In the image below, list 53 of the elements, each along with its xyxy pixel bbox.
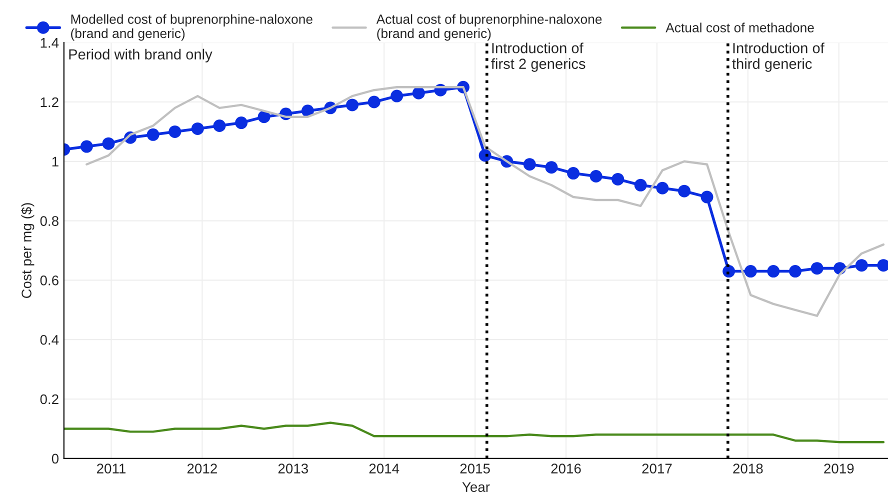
point	[810, 262, 824, 275]
point	[213, 120, 226, 132]
legend-label: Actual cost of buprenorphine-naloxone (brand and generic)	[376, 14, 602, 41]
y-tick-label: 0.6	[40, 276, 58, 286]
point	[567, 167, 580, 180]
point	[146, 128, 160, 141]
x-tick-label: 2012	[187, 464, 217, 474]
point	[191, 122, 204, 135]
ref-line-label: Introduction of third generic	[732, 42, 824, 72]
point	[700, 190, 714, 204]
point	[788, 265, 802, 278]
point	[678, 184, 691, 198]
x-axis-title: Year	[462, 482, 490, 492]
x-tick-label: 2016	[551, 464, 581, 474]
y-axis-title: Cost per mg ($)	[21, 203, 34, 298]
legend-label: Actual cost of methadone	[666, 22, 814, 32]
point	[235, 116, 248, 130]
point	[855, 259, 868, 272]
y-tick-label: 1.2	[40, 97, 58, 108]
x-tick-label: 2015	[460, 464, 490, 474]
point	[545, 161, 558, 174]
line-series	[64, 422, 885, 444]
y-tick-label: 1	[52, 156, 58, 166]
legend-label: Modelled cost of buprenorphine-naloxone (brand and generic)	[71, 14, 312, 41]
point	[478, 149, 492, 162]
point	[80, 140, 93, 153]
point	[102, 137, 115, 150]
ref-line-label: Introduction of first 2 generics	[491, 42, 586, 72]
point	[346, 98, 359, 112]
point	[168, 125, 182, 138]
annotation: Period with brand only	[69, 48, 212, 62]
point	[523, 158, 536, 171]
point	[634, 178, 647, 192]
point	[744, 265, 757, 278]
x-tick-label: 2018	[733, 464, 763, 474]
x-tick-label: 2014	[369, 464, 400, 474]
point	[412, 86, 425, 100]
y-tick-label: 1.4	[40, 38, 59, 48]
y-tick-label: 0.2	[40, 394, 58, 404]
y-tick-label: 0	[52, 454, 59, 464]
x-tick-label: 2011	[96, 464, 126, 474]
y-tick-label: 0.4	[40, 334, 59, 345]
point	[767, 265, 780, 278]
point	[656, 182, 669, 194]
point	[612, 172, 624, 186]
x-tick-label: 2013	[278, 464, 308, 474]
point	[390, 90, 404, 102]
x-tick-label: 2017	[642, 464, 672, 474]
point	[590, 170, 602, 182]
y-tick-label: 0.8	[40, 216, 58, 226]
point	[258, 110, 270, 124]
x-tick-label: 2019	[824, 464, 854, 474]
point	[368, 96, 380, 108]
